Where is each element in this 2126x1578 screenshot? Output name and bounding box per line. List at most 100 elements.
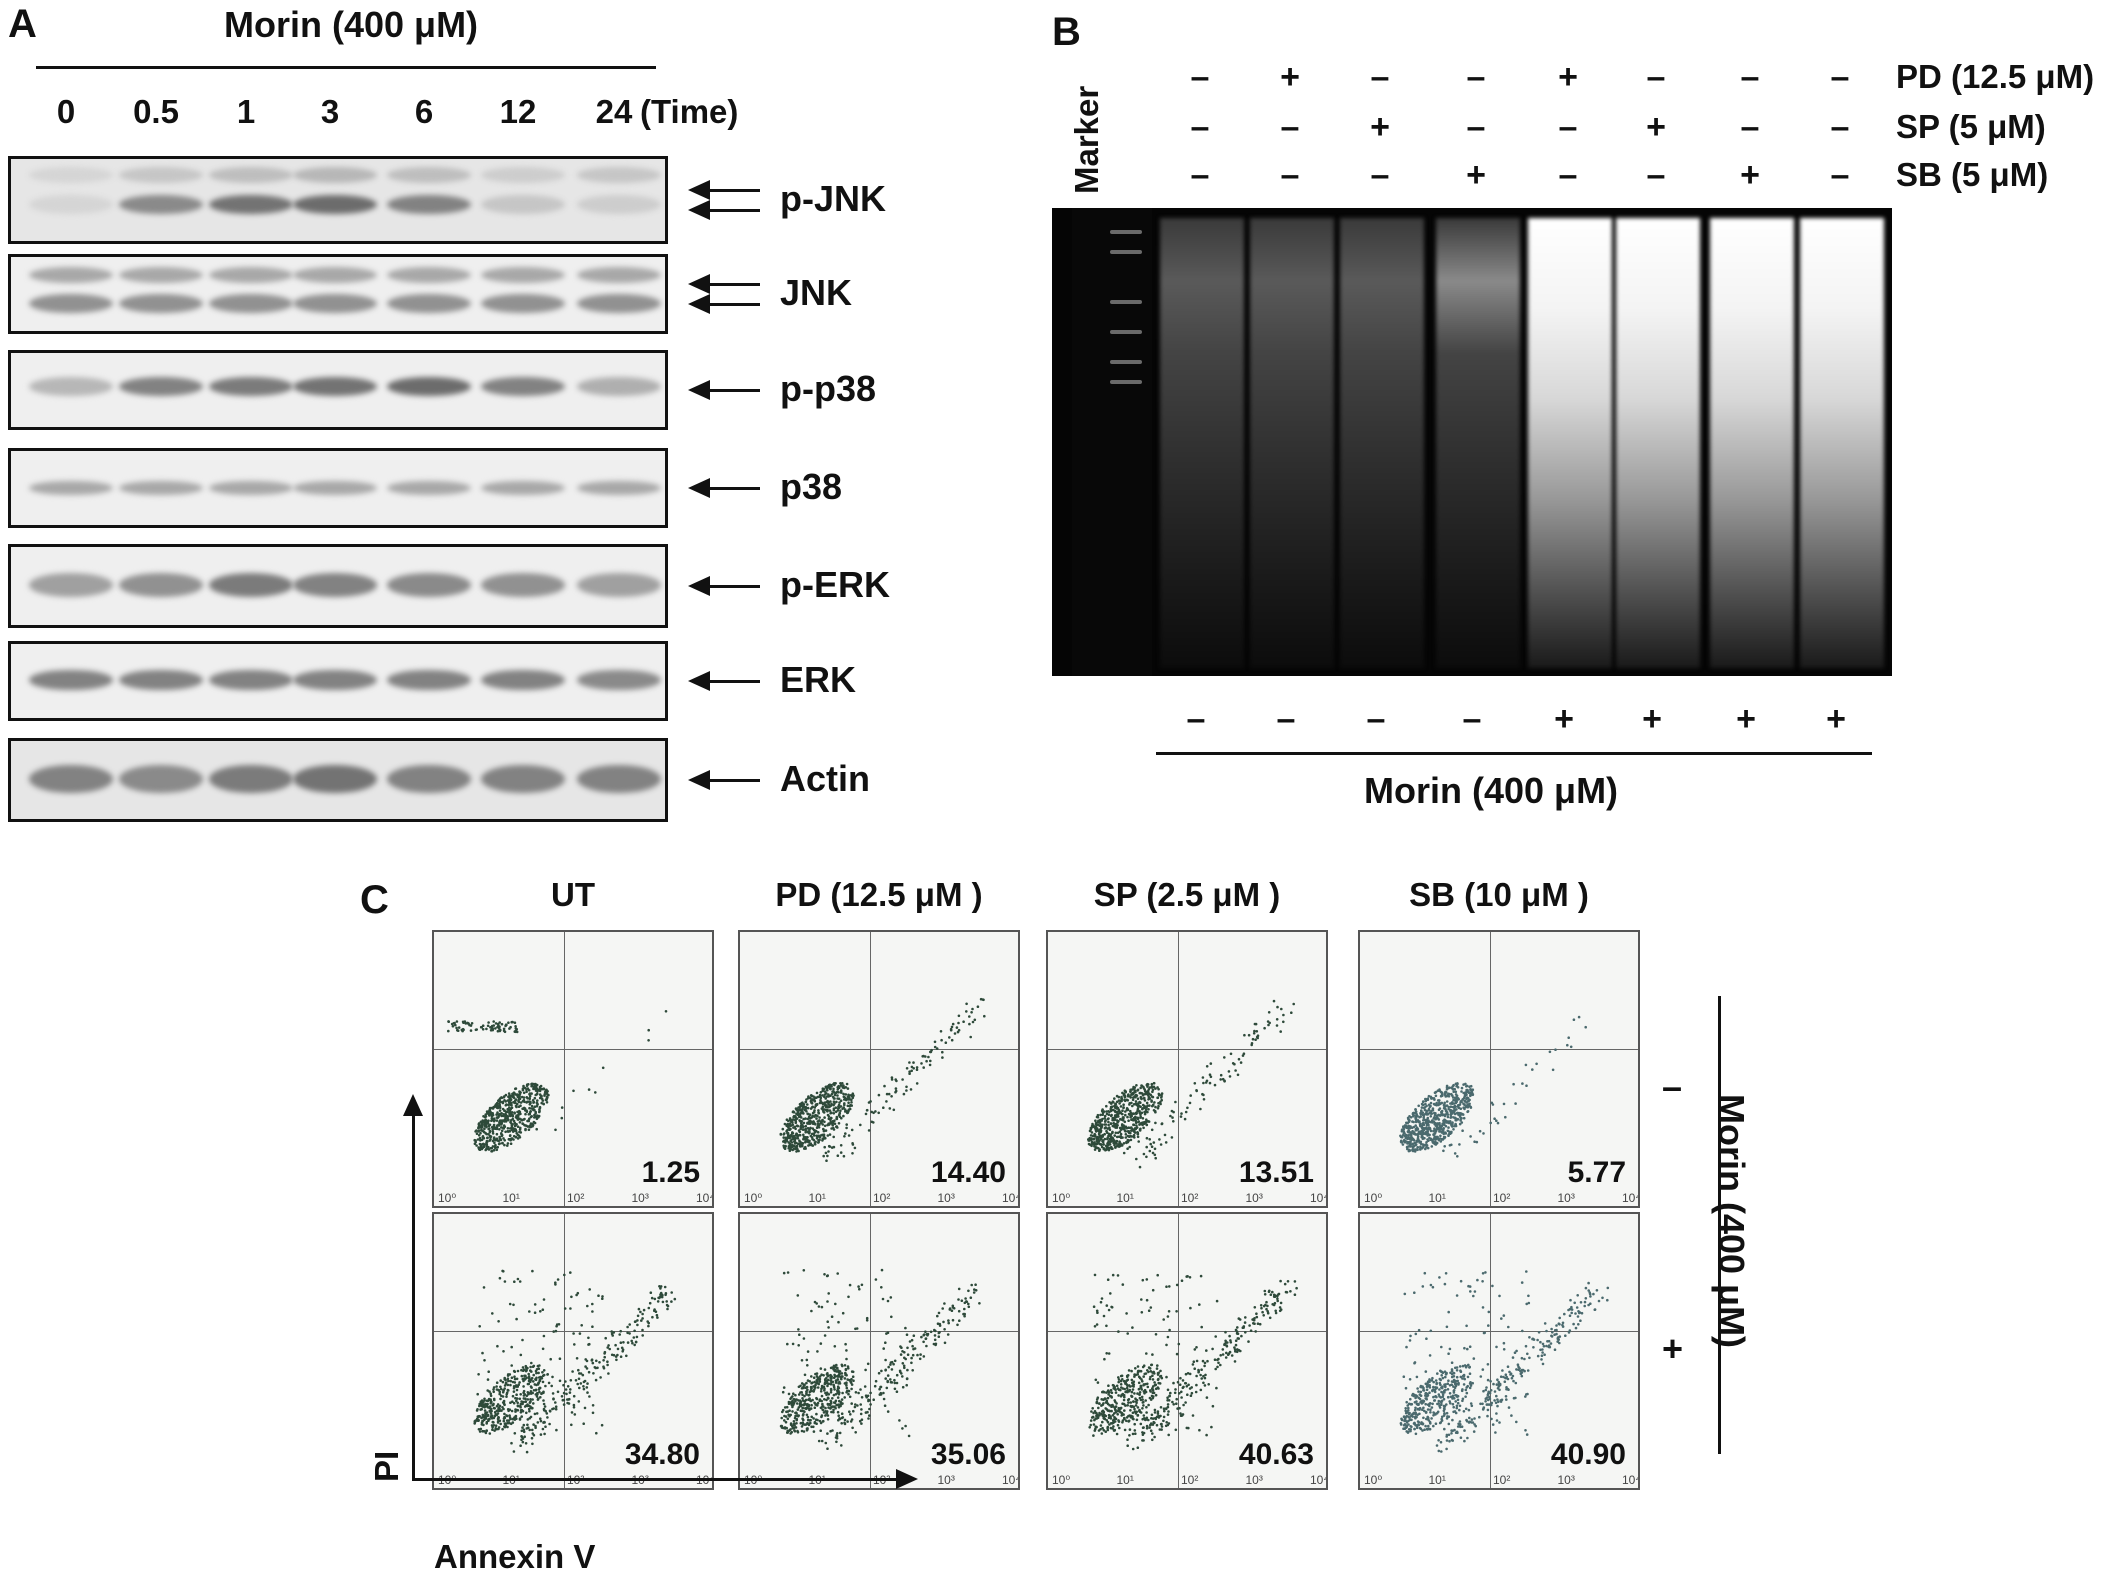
event-dot <box>1111 1147 1114 1150</box>
event-dot <box>495 1409 499 1413</box>
event-dot <box>1420 1135 1423 1139</box>
arrow-icon <box>688 200 710 220</box>
event-dot <box>504 1130 507 1134</box>
event-dot <box>820 1305 824 1309</box>
event-dot <box>1123 1120 1127 1124</box>
event-dot <box>563 1307 567 1310</box>
event-dot <box>478 1136 482 1140</box>
blot-band <box>209 266 293 283</box>
event-dot <box>1099 1135 1103 1139</box>
event-dot <box>483 1359 486 1362</box>
event-dot <box>1554 1048 1557 1051</box>
event-dot <box>1276 1005 1279 1009</box>
event-dot <box>1166 1396 1169 1399</box>
event-dot <box>1100 1297 1104 1300</box>
event-dot <box>893 1378 896 1382</box>
blot-label: p-JNK <box>780 178 886 219</box>
event-dot <box>1423 1108 1427 1112</box>
event-dot <box>907 1434 911 1438</box>
event-dot <box>1101 1140 1105 1144</box>
event-dot <box>781 1390 785 1394</box>
arrow-icon <box>688 274 710 294</box>
event-dot <box>587 1088 591 1091</box>
event-dot <box>1221 1348 1225 1351</box>
event-dot <box>538 1390 541 1394</box>
event-dot <box>1416 1138 1420 1142</box>
event-dot <box>1137 1120 1140 1124</box>
event-dot <box>1131 1447 1135 1451</box>
blot-band <box>119 669 203 691</box>
event-dot <box>1446 1115 1450 1119</box>
event-dot <box>1512 1082 1515 1086</box>
event-dot <box>542 1298 546 1301</box>
event-dot <box>1445 1100 1449 1103</box>
inhibitor-label: SP (5 μM) <box>1896 108 2046 145</box>
event-dot <box>842 1092 845 1096</box>
event-dot <box>783 1419 786 1422</box>
event-dot <box>925 1344 928 1348</box>
event-dot <box>1426 1146 1430 1150</box>
event-dot <box>822 1154 825 1158</box>
event-dot <box>491 1428 494 1431</box>
event-dot <box>1117 1376 1120 1379</box>
event-dot <box>1444 1090 1447 1094</box>
event-dot <box>516 1133 520 1137</box>
event-dot <box>488 1432 492 1435</box>
event-dot <box>521 1088 525 1092</box>
event-dot <box>803 1373 807 1377</box>
event-dot <box>1460 1121 1464 1124</box>
event-dot <box>1420 1124 1424 1128</box>
event-dot <box>1411 1111 1415 1115</box>
event-dot <box>1108 1142 1111 1146</box>
event-dot <box>579 1372 583 1375</box>
event-dot <box>591 1310 594 1313</box>
event-dot <box>1158 1428 1162 1431</box>
event-dot <box>1128 1135 1131 1138</box>
event-dot <box>1447 1105 1450 1109</box>
event-dot <box>532 1402 535 1405</box>
event-dot <box>469 1029 473 1032</box>
event-dot <box>820 1439 824 1443</box>
event-dot <box>845 1123 848 1126</box>
event-dot <box>796 1408 800 1411</box>
event-dot <box>801 1417 804 1420</box>
event-dot <box>813 1401 816 1405</box>
event-dot <box>1098 1148 1102 1151</box>
event-dot <box>1434 1103 1437 1106</box>
morin-sign: + <box>1554 700 1574 738</box>
event-dot <box>1125 1419 1128 1423</box>
event-dot <box>1100 1137 1103 1141</box>
gel-lane <box>1340 218 1424 668</box>
event-dot <box>953 1032 957 1035</box>
event-dot <box>1167 1410 1170 1413</box>
blot-band <box>387 573 471 597</box>
event-dot <box>970 1283 973 1287</box>
event-dot <box>1107 1308 1111 1312</box>
event-dot <box>486 1120 489 1124</box>
event-dot <box>963 1307 966 1311</box>
event-dot <box>1135 1112 1138 1115</box>
event-dot <box>1268 1289 1271 1293</box>
axis-tick-label: 10⁴ <box>696 1191 714 1205</box>
event-dot <box>512 1369 516 1373</box>
event-dot <box>606 1363 609 1367</box>
event-dot <box>865 1319 869 1322</box>
event-dot <box>578 1332 582 1335</box>
event-dot <box>831 1380 835 1384</box>
event-dot <box>791 1410 794 1413</box>
event-dot <box>1215 1386 1218 1390</box>
event-dot <box>1421 1111 1425 1114</box>
event-dot <box>1455 1084 1458 1088</box>
event-dot <box>854 1391 858 1394</box>
scatter-dots <box>1087 999 1295 1169</box>
event-dot <box>560 1116 564 1120</box>
event-dot <box>585 1359 589 1363</box>
event-dot <box>528 1409 531 1413</box>
event-dot <box>1154 1417 1158 1421</box>
event-dot <box>819 1406 823 1410</box>
event-dot <box>522 1098 526 1102</box>
event-dot <box>906 1346 909 1350</box>
event-dot <box>922 1333 925 1337</box>
event-dot <box>1133 1373 1136 1376</box>
event-dot <box>808 1408 811 1412</box>
